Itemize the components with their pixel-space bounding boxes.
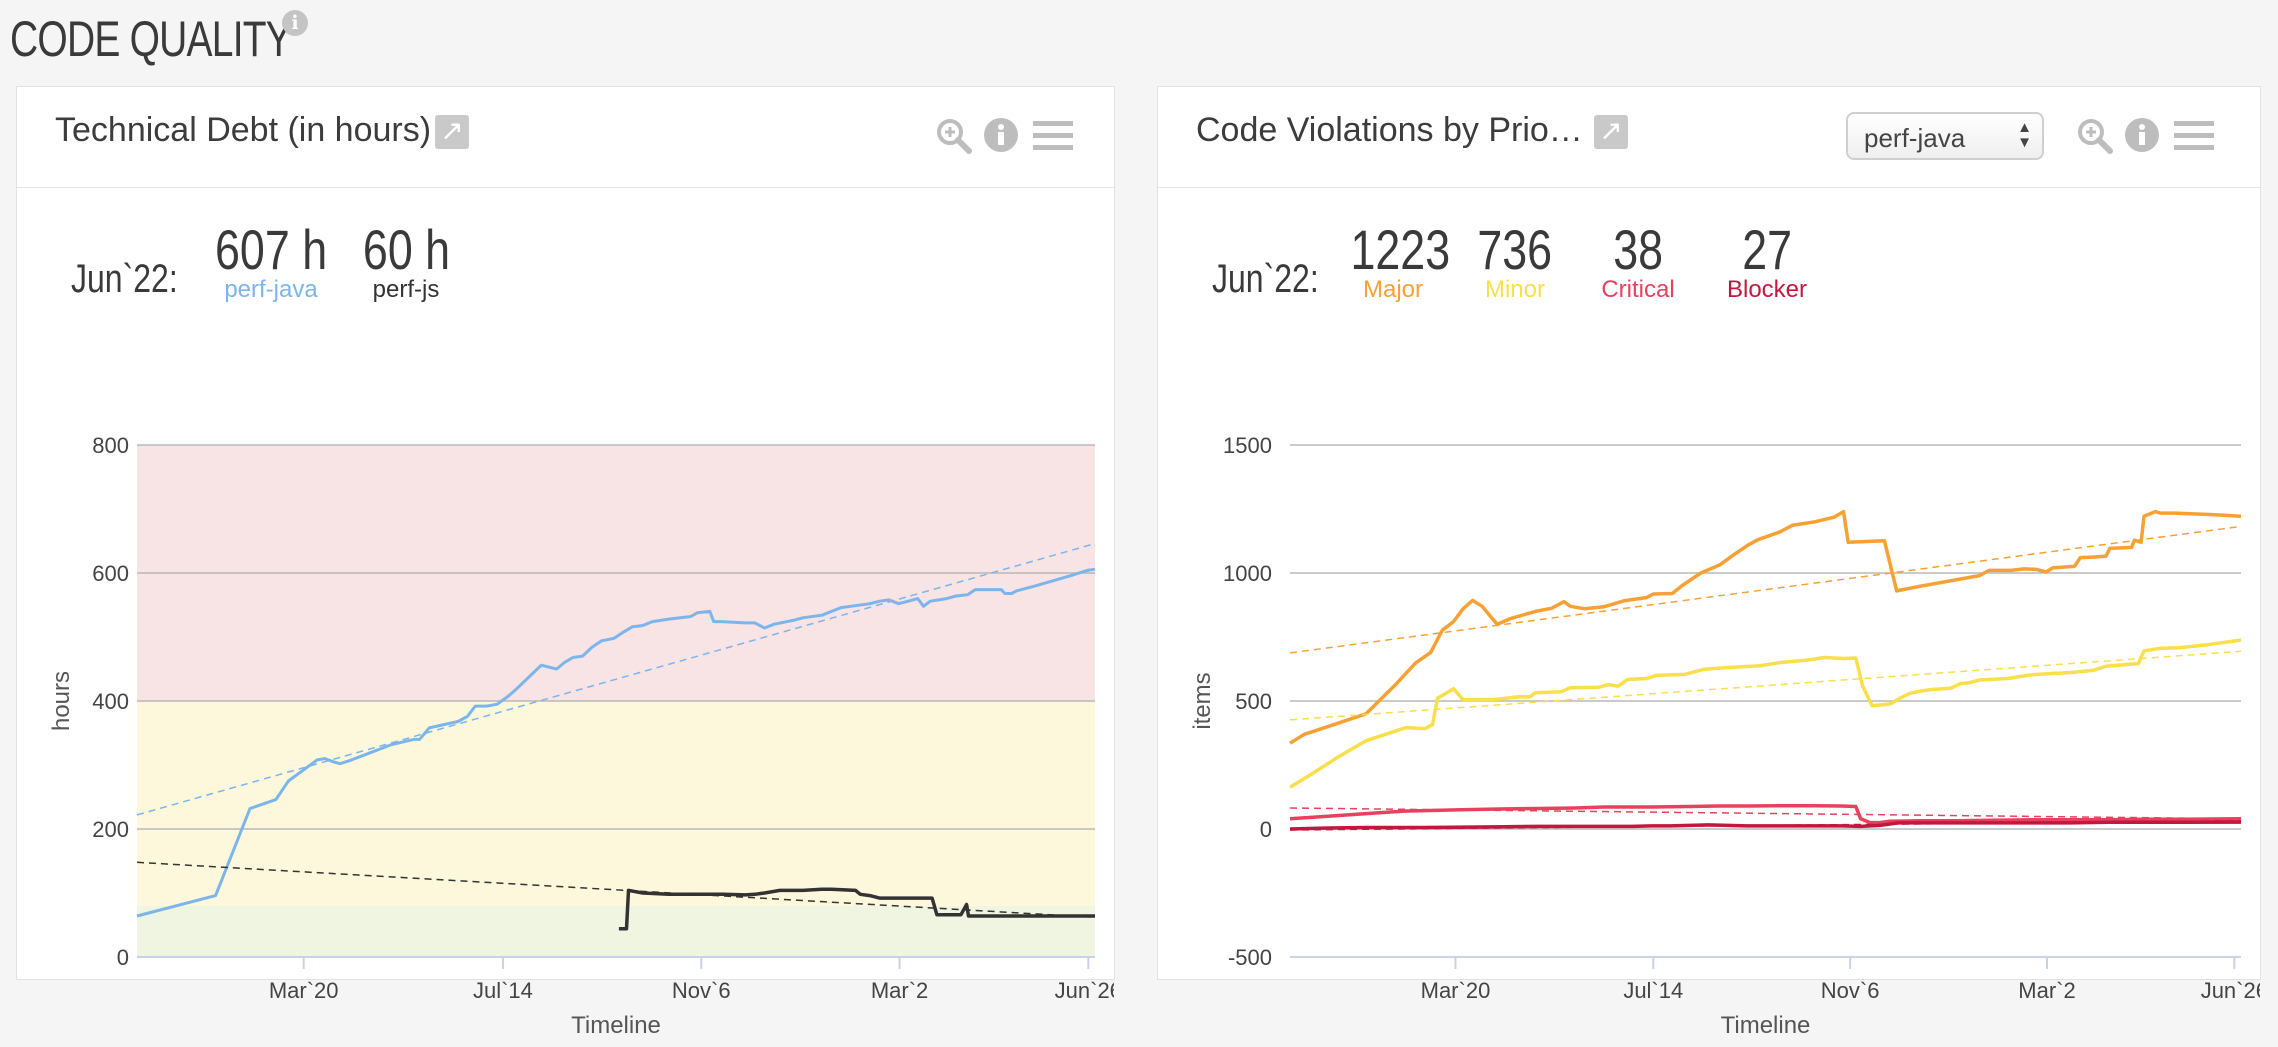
info-icon[interactable] bbox=[983, 117, 1019, 153]
summary-stat: 38 Critical bbox=[1588, 217, 1688, 304]
y-tick-label: 0 bbox=[1260, 817, 1272, 842]
summary-stat: 60 h perf-js bbox=[351, 217, 461, 304]
stat-value: 38 bbox=[1613, 218, 1663, 281]
y-tick-label: 400 bbox=[92, 689, 129, 714]
summary-stats: Jun`22: 607 h perf-java 60 h perf-js bbox=[17, 217, 1114, 317]
stat-value: 1223 bbox=[1350, 218, 1451, 281]
series-line-minor-trend bbox=[1289, 650, 2242, 721]
x-tick-label: Nov`6 bbox=[1821, 978, 1880, 1003]
summary-stats: Jun`22: 1223 Major 736 Minor 38 Critical… bbox=[1158, 217, 2260, 317]
x-axis-title: Timeline bbox=[571, 1012, 661, 1039]
y-tick-label: 1000 bbox=[1223, 561, 1272, 586]
menu-icon[interactable] bbox=[1033, 117, 1073, 153]
section-info-icon[interactable]: i bbox=[282, 10, 308, 36]
menu-icon[interactable] bbox=[2174, 117, 2214, 153]
code-violations-chart[interactable]: -500 0 500 1000 1500 Mar`20 Jul`14 Nov`6 Mar`2 Ju… bbox=[1158, 327, 2260, 1047]
summary-stat: 1223 Major bbox=[1338, 217, 1451, 304]
summary-period: Jun`22: bbox=[71, 257, 178, 301]
y-tick-label: 500 bbox=[1235, 689, 1272, 714]
y-tick-label: 1500 bbox=[1223, 433, 1272, 458]
y-axis-title: hours bbox=[48, 671, 75, 731]
x-tick-label: Mar`2 bbox=[2018, 978, 2075, 1003]
zoom-in-icon[interactable] bbox=[2076, 117, 2114, 155]
series-line-perf-java bbox=[136, 567, 1096, 918]
x-tick-label: Nov`6 bbox=[672, 978, 731, 1003]
x-tick-label: Mar`2 bbox=[871, 978, 928, 1003]
expand-icon[interactable]: ↗ bbox=[1594, 115, 1628, 149]
series-line-blocker-trend bbox=[1289, 820, 2242, 831]
y-tick-label: 0 bbox=[117, 945, 129, 970]
series-line-perf-js-trend bbox=[136, 861, 1096, 919]
project-select-value: perf-java bbox=[1864, 123, 1966, 153]
x-axis-title: Timeline bbox=[1721, 1012, 1811, 1039]
plot-band bbox=[137, 701, 1095, 906]
x-tick-label: Jun`26 bbox=[1055, 978, 1114, 1003]
series-line-minor bbox=[1289, 638, 2242, 789]
y-tick-label: 200 bbox=[92, 817, 129, 842]
technical-debt-panel: Technical Debt (in hours) ↗ Jun`22: 607 … bbox=[16, 86, 1115, 1039]
summary-period: Jun`22: bbox=[1212, 257, 1319, 301]
y-axis-title: items bbox=[1189, 672, 1216, 729]
stat-label: Minor bbox=[1484, 276, 1545, 303]
summary-stat: 736 Minor bbox=[1465, 217, 1565, 304]
stat-label: perf-java bbox=[224, 276, 318, 303]
zoom-in-icon[interactable] bbox=[935, 117, 973, 155]
x-tick-label: Mar`20 bbox=[1421, 978, 1491, 1003]
summary-stat: 27 Blocker bbox=[1717, 217, 1817, 304]
panel-header: Technical Debt (in hours) ↗ bbox=[17, 87, 1114, 188]
technical-debt-chart[interactable]: 0 200 400 600 800 Mar`20 Jul`14 Nov`6 Mar`2 Jun`2… bbox=[17, 327, 1114, 1047]
series-line-major bbox=[1289, 509, 2242, 745]
series-line-blocker bbox=[1289, 820, 2242, 831]
stat-label: Critical bbox=[1601, 276, 1675, 303]
panel-header: Code Violations by Prio… ↗ perf-java ▲ ▼ bbox=[1158, 87, 2260, 188]
y-tick-label: -500 bbox=[1228, 945, 1272, 970]
panel-title: Code Violations by Prio… bbox=[1196, 111, 1583, 149]
summary-stat: 607 h perf-java bbox=[201, 217, 341, 304]
expand-icon[interactable]: ↗ bbox=[435, 115, 469, 149]
series-line-critical-trend bbox=[1289, 807, 2242, 820]
series-line-critical bbox=[1289, 803, 2242, 825]
x-tick-label: Jun`26 bbox=[2201, 978, 2260, 1003]
y-tick-label: 800 bbox=[92, 433, 129, 458]
stat-value: 27 bbox=[1742, 218, 1792, 281]
stat-value: 736 bbox=[1477, 218, 1553, 281]
code-violations-panel: Code Violations by Prio… ↗ perf-java ▲ ▼ … bbox=[1157, 86, 2261, 1039]
series-line-major-trend bbox=[1289, 525, 2242, 654]
stat-label: Major bbox=[1362, 276, 1423, 303]
stat-label: Blocker bbox=[1726, 276, 1808, 303]
project-select[interactable]: perf-java ▲ ▼ bbox=[1846, 112, 2044, 160]
x-tick-label: Mar`20 bbox=[269, 978, 339, 1003]
x-tick-label: Jul`14 bbox=[1623, 978, 1683, 1003]
stat-value: 60 h bbox=[362, 218, 450, 281]
y-tick-label: 600 bbox=[92, 561, 129, 586]
section-title: CODE QUALITY bbox=[10, 11, 292, 67]
series-line-perf-java-trend bbox=[136, 542, 1096, 816]
stat-value: 607 h bbox=[215, 218, 328, 281]
select-arrows-icon: ▲ ▼ bbox=[2017, 119, 2032, 151]
panel-title: Technical Debt (in hours) bbox=[55, 111, 432, 149]
info-icon[interactable] bbox=[2124, 117, 2160, 153]
stat-label: perf-js bbox=[372, 276, 440, 303]
x-tick-label: Jul`14 bbox=[473, 978, 533, 1003]
